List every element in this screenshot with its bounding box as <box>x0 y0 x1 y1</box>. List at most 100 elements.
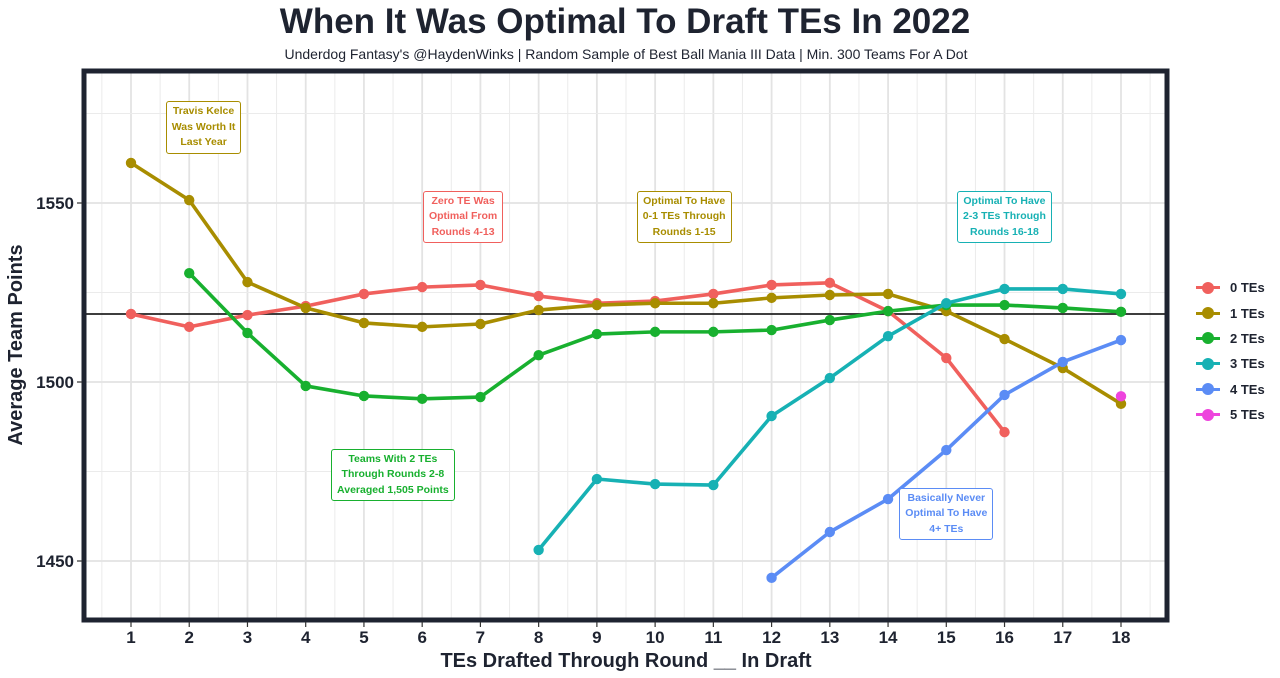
legend-item: 1 TEs <box>1196 300 1265 325</box>
x-tick-label: 14 <box>879 628 898 647</box>
data-point <box>941 444 952 456</box>
data-point <box>300 302 311 314</box>
data-point <box>649 298 661 309</box>
x-tick-label: 4 <box>301 628 311 647</box>
legend-label: 4 TEs <box>1230 381 1265 397</box>
data-point <box>1115 398 1127 410</box>
y-tick-label: 1500 <box>36 373 74 392</box>
y-tick-label: 1450 <box>36 552 74 571</box>
series-group <box>125 157 1127 584</box>
series-line <box>129 161 1123 406</box>
data-point <box>824 526 836 538</box>
data-point <box>533 544 544 556</box>
x-tick-label: 7 <box>476 628 485 647</box>
y-axis-title: Average Team Points <box>5 244 27 445</box>
data-point <box>649 478 661 490</box>
series-4-tes <box>766 334 1127 584</box>
x-tick-label: 1 <box>126 628 135 647</box>
data-point <box>416 393 428 405</box>
data-point <box>882 288 894 300</box>
x-tick-label: 15 <box>937 628 956 647</box>
legend-item: 4 TEs <box>1196 377 1265 402</box>
legend-label: 2 TEs <box>1230 330 1265 346</box>
data-point <box>824 372 836 384</box>
x-tick-label: 3 <box>243 628 252 647</box>
data-point <box>766 324 777 336</box>
x-tick-label: 13 <box>820 628 839 647</box>
series-line <box>129 281 1007 434</box>
annotation-label: Basically Never Optimal To Have 4+ TEs <box>899 487 994 541</box>
data-point <box>708 288 719 300</box>
data-point <box>125 157 137 169</box>
data-point <box>766 292 777 304</box>
data-point <box>708 479 719 491</box>
data-point <box>475 391 486 403</box>
data-point <box>533 304 544 316</box>
x-tick-label: 12 <box>762 628 781 647</box>
data-point <box>1057 283 1068 295</box>
legend-label: 0 TEs <box>1230 280 1265 296</box>
plot-border <box>81 68 1170 623</box>
data-point <box>882 305 894 317</box>
data-point <box>1115 288 1127 300</box>
x-tick-label: 8 <box>534 628 543 647</box>
data-point <box>184 194 195 206</box>
data-point <box>1115 391 1127 402</box>
data-point <box>766 410 777 422</box>
x-tick-label: 17 <box>1053 628 1072 647</box>
annotation-label: Travis Kelce Was Worth It Last Year <box>165 101 242 154</box>
x-tick-label: 2 <box>185 628 194 647</box>
annotation-label: Optimal To Have 0-1 TEs Through Rounds 1… <box>636 190 732 244</box>
x-axis-title: TEs Drafted Through Round __ In Draft <box>440 650 811 672</box>
data-point <box>1057 356 1068 368</box>
legend-key-icon <box>1196 382 1220 396</box>
data-point <box>184 267 195 279</box>
data-point <box>591 473 603 485</box>
data-point <box>475 318 486 330</box>
data-point <box>649 326 661 338</box>
data-point <box>766 279 777 291</box>
data-point <box>708 326 719 338</box>
data-point <box>999 333 1010 345</box>
x-tick-label: 6 <box>417 628 426 647</box>
data-point <box>882 493 894 505</box>
data-point <box>941 352 952 364</box>
data-point <box>999 389 1010 401</box>
data-point <box>184 321 195 333</box>
data-point <box>591 299 603 311</box>
data-point <box>358 288 370 300</box>
legend-item: 0 TEs <box>1196 275 1265 300</box>
data-point <box>824 277 836 289</box>
data-point <box>999 283 1010 295</box>
data-point <box>358 390 370 402</box>
x-tick-label: 9 <box>592 628 601 647</box>
chart-subtitle: Underdog Fantasy's @HaydenWinks | Random… <box>284 46 968 62</box>
grid <box>86 73 1165 618</box>
data-point <box>824 314 836 326</box>
x-tick-label: 5 <box>359 628 368 647</box>
data-point <box>1115 334 1127 346</box>
data-point <box>416 281 428 293</box>
data-point <box>475 279 486 291</box>
data-point <box>242 309 253 321</box>
data-point <box>1057 302 1068 314</box>
legend-label: 3 TEs <box>1230 356 1265 372</box>
data-point <box>999 426 1010 438</box>
data-point <box>1115 306 1127 318</box>
data-point <box>533 349 544 361</box>
x-tick-label: 11 <box>704 628 722 647</box>
data-point <box>824 289 836 301</box>
legend-label: 1 TEs <box>1230 305 1265 321</box>
annotation-label: Teams With 2 TEs Through Rounds 2-8 Aver… <box>331 448 455 502</box>
x-tick-label: 10 <box>646 628 665 647</box>
legend-item: 3 TEs <box>1196 351 1265 376</box>
data-point <box>533 290 544 302</box>
legend: 0 TEs 1 TEs 2 TEs 3 TEs 4 TEs 5 TEs <box>1196 275 1265 427</box>
data-point <box>941 298 952 309</box>
data-point <box>416 321 428 333</box>
legend-key-icon <box>1196 306 1220 320</box>
y-tick-label: 1550 <box>36 194 74 213</box>
legend-key-icon <box>1196 357 1220 371</box>
